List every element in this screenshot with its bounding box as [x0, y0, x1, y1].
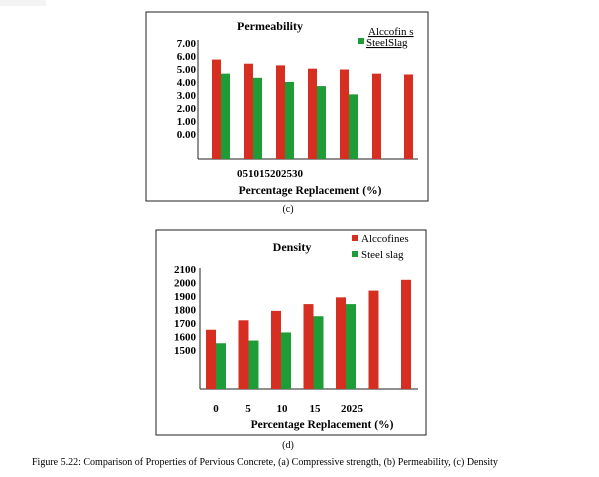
legend-label-steelslag: SteelSlag — [366, 37, 408, 49]
legend-swatch-steel-slag — [352, 251, 358, 257]
density-bars — [206, 279, 411, 389]
legend-swatch-steelslag — [358, 38, 364, 44]
legend-swatch-alccofines — [352, 235, 358, 241]
permeability-bar-alccofines — [372, 73, 381, 159]
density-bar-alccofines — [336, 297, 346, 389]
density-x-tick-label: 0 — [213, 403, 219, 415]
density-x-tick-label: 10 — [277, 403, 289, 415]
permeability-bar-steelslag — [221, 73, 230, 159]
permeability-bar-steelslag — [317, 86, 326, 159]
permeability-bar-alccofines — [308, 68, 317, 159]
figure-caption: Figure 5.22: Comparison of Properties of… — [32, 457, 498, 468]
permeability-y-tick-label: 7.00 — [177, 38, 197, 50]
permeability-y-tick-label: 1.00 — [177, 116, 197, 128]
permeability-bar-steelslag — [349, 94, 358, 159]
density-y-tick-label: 2000 — [174, 278, 197, 290]
density-chart: Density Alccofines Steel slag 2100 200019… — [155, 229, 427, 436]
density-x-axis-title: Percentage Replacement (%) — [251, 419, 394, 431]
permeability-panel-label: (c) — [282, 204, 293, 215]
density-bar-steel-slag — [313, 316, 324, 389]
density-y-tick-label: 1600 — [174, 332, 197, 344]
permeability-y-tick-label: 6.00 — [177, 51, 197, 63]
permeability-x-tick-labels: 051015202530 — [237, 168, 304, 180]
density-legend-label-alccofines: Alccofines — [361, 233, 409, 245]
permeability-title: Permeability — [237, 19, 303, 33]
permeability-y-tick-label: 5.00 — [177, 64, 197, 76]
density-bar-alccofines — [271, 310, 281, 389]
permeability-y-tick-label: 4.00 — [177, 77, 197, 89]
density-panel-label: (d) — [282, 440, 294, 451]
density-bar-steel-slag — [281, 332, 291, 389]
permeability-bar-alccofines — [276, 65, 285, 159]
permeability-bar-alccofines — [404, 74, 413, 159]
density-y-tick-label: 1800 — [174, 305, 197, 317]
permeability-x-axis-title: Percentage Replacement (%) — [239, 185, 382, 197]
density-x-tick-label: 2025 — [341, 403, 364, 415]
permeability-y-ticks: 7.006.005.004.003.002.001.000.00 — [177, 38, 197, 141]
density-bar-steel-slag — [248, 340, 259, 389]
permeability-y-tick-label: 3.00 — [177, 90, 197, 102]
density-bar-steel-slag — [216, 343, 226, 389]
density-bar-steel-slag — [346, 304, 356, 389]
corner-fragment — [0, 0, 46, 6]
density-bar-alccofines — [303, 304, 314, 389]
density-y-tick-label: 2100 — [174, 264, 197, 276]
density-legend-label-steel-slag: Steel slag — [361, 249, 404, 261]
density-y-tick-label: 1700 — [174, 318, 197, 330]
density-bar-alccofines — [206, 329, 216, 389]
permeability-bar-steelslag — [253, 77, 262, 159]
permeability-bar-steelslag — [285, 81, 294, 159]
density-bar-alccofines — [238, 320, 249, 389]
density-frame — [155, 229, 427, 436]
density-bar-alccofines — [401, 279, 411, 389]
legend-label-alccofines: Alccofin s — [368, 26, 414, 38]
permeability-bar-alccofines — [212, 59, 221, 160]
permeability-bar-alccofines — [340, 69, 349, 159]
permeability-bars — [212, 59, 413, 160]
density-title: Density — [273, 240, 312, 254]
permeability-chart: Permeability Alccofin s SteelSlag 7.006.… — [145, 11, 429, 202]
permeability-frame — [145, 11, 429, 202]
density-x-ticks: 0 5 10 15 2025 — [213, 403, 363, 415]
density-y-tick-label: 1500 — [174, 345, 197, 357]
permeability-y-tick-label: 0.00 — [177, 129, 197, 141]
permeability-y-tick-label: 2.00 — [177, 103, 197, 115]
permeability-bar-alccofines — [244, 63, 253, 159]
density-bar-alccofines — [368, 290, 379, 389]
density-x-tick-label: 15 — [310, 403, 322, 415]
density-y-tick-label: 1900 — [174, 291, 197, 303]
density-x-tick-label: 5 — [245, 403, 251, 415]
